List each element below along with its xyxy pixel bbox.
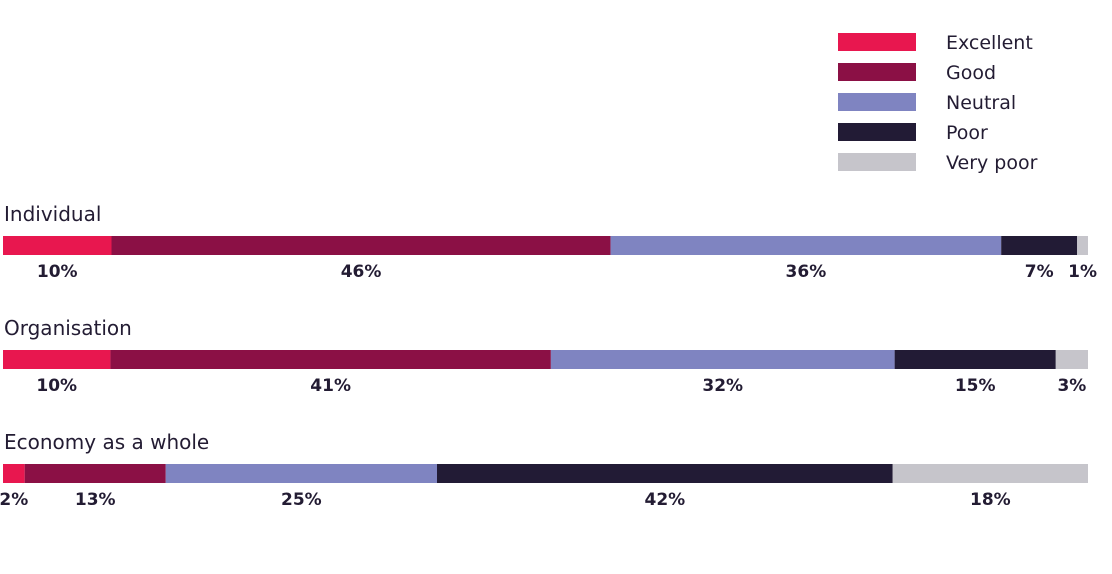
bar-seg-1-3 (610, 236, 1002, 255)
value-label-1-4: 7% (1025, 262, 1054, 282)
value-label-2-3: 32% (702, 376, 743, 396)
value-label-2-1: 10% (36, 376, 77, 396)
legend-swatch-1 (838, 33, 916, 51)
bar-seg-1-5 (1077, 236, 1088, 255)
legend-swatch-3 (838, 93, 916, 111)
bar-seg-2-2 (110, 350, 551, 369)
value-label-3-5: 18% (970, 490, 1011, 510)
legend-label-5: Very poor (946, 152, 1038, 174)
value-label-3-4: 42% (644, 490, 685, 510)
legend-label-4: Poor (946, 122, 988, 144)
bar-seg-2-5 (1055, 350, 1088, 369)
legend-swatch-4 (838, 123, 916, 141)
row-title-3: Economy as a whole (4, 430, 209, 454)
value-label-2-2: 41% (310, 376, 351, 396)
bar-seg-3-4 (437, 464, 893, 483)
bar-seg-1-4 (1001, 236, 1078, 255)
bar-seg-2-3 (550, 350, 895, 369)
bar-seg-3-5 (892, 464, 1088, 483)
value-label-3-3: 25% (281, 490, 322, 510)
bar-seg-3-3 (165, 464, 437, 483)
value-label-1-5: 1% (1068, 262, 1097, 282)
legend-swatch-2 (838, 63, 916, 81)
value-label-1-3: 36% (786, 262, 827, 282)
value-label-3-1: 2% (0, 490, 28, 510)
legend-label-3: Neutral (946, 92, 1016, 114)
value-label-1-1: 10% (37, 262, 78, 282)
row-title-2: Organisation (4, 316, 132, 340)
bar-seg-3-1 (3, 464, 25, 483)
legend: Excellent Good Neutral Poor Very poor (838, 32, 1038, 174)
bar-seg-1-1 (3, 236, 112, 255)
bar-seg-1-2 (111, 236, 611, 255)
bar-seg-2-4 (894, 350, 1056, 369)
bar-seg-2-1 (3, 350, 111, 369)
legend-label-2: Good (946, 62, 996, 84)
chart-rows: Individual 10% 46% 36% 7% 1% Organisation 10% 41… (0, 202, 1097, 510)
legend-label-1: Excellent (946, 32, 1033, 54)
legend-swatch-5 (838, 153, 916, 171)
value-label-2-4: 15% (955, 376, 996, 396)
value-label-2-5: 3% (1057, 376, 1086, 396)
bar-seg-3-2 (24, 464, 166, 483)
value-label-1-2: 46% (341, 262, 382, 282)
row-title-1: Individual (4, 202, 101, 226)
value-label-3-2: 13% (75, 490, 116, 510)
